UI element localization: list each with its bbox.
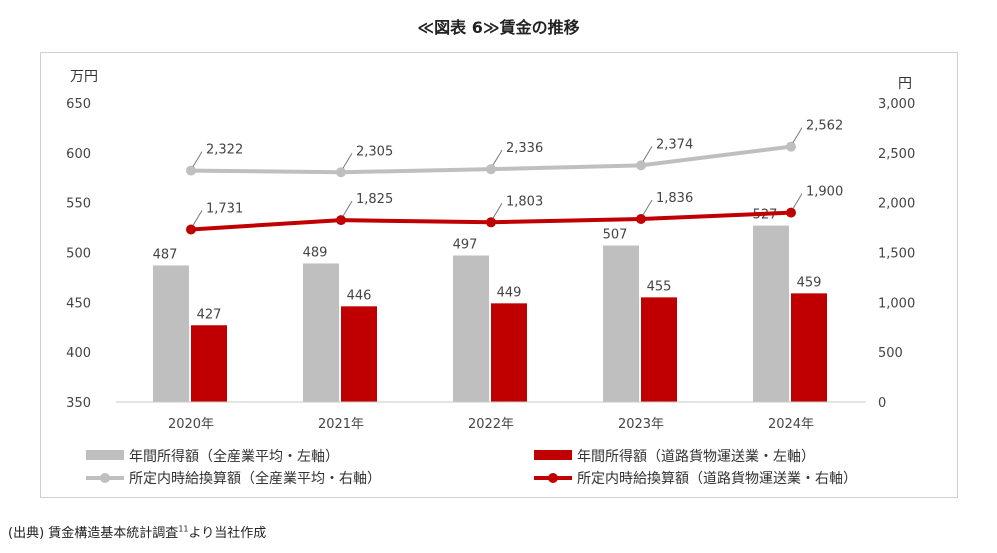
bar-data-label: 446 bbox=[347, 288, 372, 303]
left-axis-tick-label: 450 bbox=[66, 296, 91, 311]
bar bbox=[153, 265, 189, 402]
bar bbox=[303, 263, 339, 402]
line-point bbox=[186, 165, 196, 176]
line-data-label: 1,825 bbox=[356, 192, 393, 207]
bar bbox=[341, 306, 377, 402]
right-axis-unit: 円 bbox=[898, 76, 912, 92]
bar bbox=[491, 303, 527, 402]
left-axis-tick-label: 500 bbox=[66, 247, 91, 262]
legend-label: 所定内時給換算額（道路貨物運送業・右軸） bbox=[577, 470, 857, 487]
bar-data-label: 507 bbox=[603, 228, 628, 243]
legend-swatch-bar bbox=[86, 450, 124, 460]
bar-data-label: 449 bbox=[497, 285, 522, 300]
line-data-label: 1,803 bbox=[506, 194, 543, 209]
source-note: (出典) 賃金構造基本統計調査11より当社作成 bbox=[8, 522, 266, 541]
x-tick-label: 2022年 bbox=[468, 417, 514, 432]
right-axis-tick-label: 2,500 bbox=[878, 147, 915, 162]
line-point bbox=[786, 207, 796, 218]
line-point bbox=[336, 215, 346, 226]
line-point bbox=[636, 214, 646, 225]
line-point bbox=[186, 224, 196, 235]
label-leader-line bbox=[642, 199, 653, 216]
line-data-label: 2,305 bbox=[356, 144, 393, 159]
x-tick-label: 2021年 bbox=[318, 417, 364, 432]
left-axis-tick-label: 350 bbox=[66, 396, 91, 411]
left-axis-tick-label: 650 bbox=[66, 97, 91, 112]
left-axis-unit: 万円 bbox=[70, 69, 98, 85]
right-axis-tick-label: 1,500 bbox=[878, 247, 915, 262]
label-leader-line bbox=[342, 200, 353, 217]
label-leader-line bbox=[792, 193, 803, 209]
line-data-label: 1,836 bbox=[656, 191, 693, 206]
bar bbox=[453, 255, 489, 402]
line-data-label: 1,731 bbox=[206, 201, 243, 216]
line-data-label: 2,322 bbox=[206, 143, 243, 158]
line-data-label: 2,562 bbox=[806, 119, 843, 134]
x-tick-label: 2020年 bbox=[168, 417, 214, 432]
bar bbox=[791, 293, 827, 402]
chart-title: ≪図表 6≫賃金の推移 bbox=[417, 18, 580, 37]
label-leader-line bbox=[192, 151, 203, 167]
right-axis-tick-label: 1,000 bbox=[878, 296, 915, 311]
bar bbox=[191, 325, 227, 402]
right-axis-tick-label: 3,000 bbox=[878, 97, 915, 112]
legend-swatch-marker bbox=[548, 473, 558, 483]
right-axis-tick-label: 2,000 bbox=[878, 197, 915, 212]
bar bbox=[641, 297, 677, 402]
legend-label: 年間所得額（道路貨物運送業・左軸） bbox=[577, 448, 815, 465]
label-leader-line bbox=[342, 153, 353, 169]
bar-data-label: 459 bbox=[797, 275, 822, 290]
line-data-label: 2,336 bbox=[506, 141, 543, 156]
legend-label: 所定内時給換算額（全産業平均・右軸） bbox=[129, 470, 381, 487]
source-prefix: (出典) bbox=[8, 526, 45, 541]
legend-swatch-bar bbox=[534, 450, 572, 460]
line-point bbox=[486, 164, 496, 175]
bar-data-label: 427 bbox=[197, 307, 222, 322]
legend-swatch-marker bbox=[100, 473, 110, 483]
left-axis-tick-label: 600 bbox=[66, 147, 91, 162]
label-leader-line bbox=[642, 146, 653, 162]
x-tick-label: 2024年 bbox=[768, 417, 814, 432]
chart-frame bbox=[40, 52, 958, 498]
bar-data-label: 489 bbox=[303, 245, 328, 260]
line-data-label: 1,900 bbox=[806, 185, 843, 200]
bar bbox=[753, 225, 789, 402]
source-suffix: より当社作成 bbox=[188, 526, 267, 541]
right-axis-tick-label: 0 bbox=[878, 396, 886, 411]
source-text: 賃金構造基本統計調査 bbox=[48, 526, 179, 541]
right-axis-tick-label: 500 bbox=[878, 346, 903, 361]
label-leader-line bbox=[492, 203, 503, 219]
label-leader-line bbox=[492, 149, 503, 166]
label-leader-line bbox=[192, 210, 203, 226]
bar bbox=[603, 245, 639, 402]
x-tick-label: 2023年 bbox=[618, 417, 664, 432]
bar-data-label: 497 bbox=[453, 237, 478, 252]
left-axis-tick-label: 400 bbox=[66, 346, 91, 361]
line-data-label: 2,374 bbox=[656, 137, 693, 152]
line-point bbox=[636, 160, 646, 171]
line-point bbox=[486, 217, 496, 228]
line-point bbox=[336, 167, 346, 178]
bar-data-label: 455 bbox=[647, 279, 672, 294]
bar-data-label: 487 bbox=[153, 247, 178, 262]
label-leader-line bbox=[792, 127, 803, 143]
source-footnote: 11 bbox=[178, 524, 189, 534]
left-axis-tick-label: 550 bbox=[66, 197, 91, 212]
line-point bbox=[786, 141, 796, 152]
legend-label: 年間所得額（全産業平均・左軸） bbox=[129, 448, 339, 465]
